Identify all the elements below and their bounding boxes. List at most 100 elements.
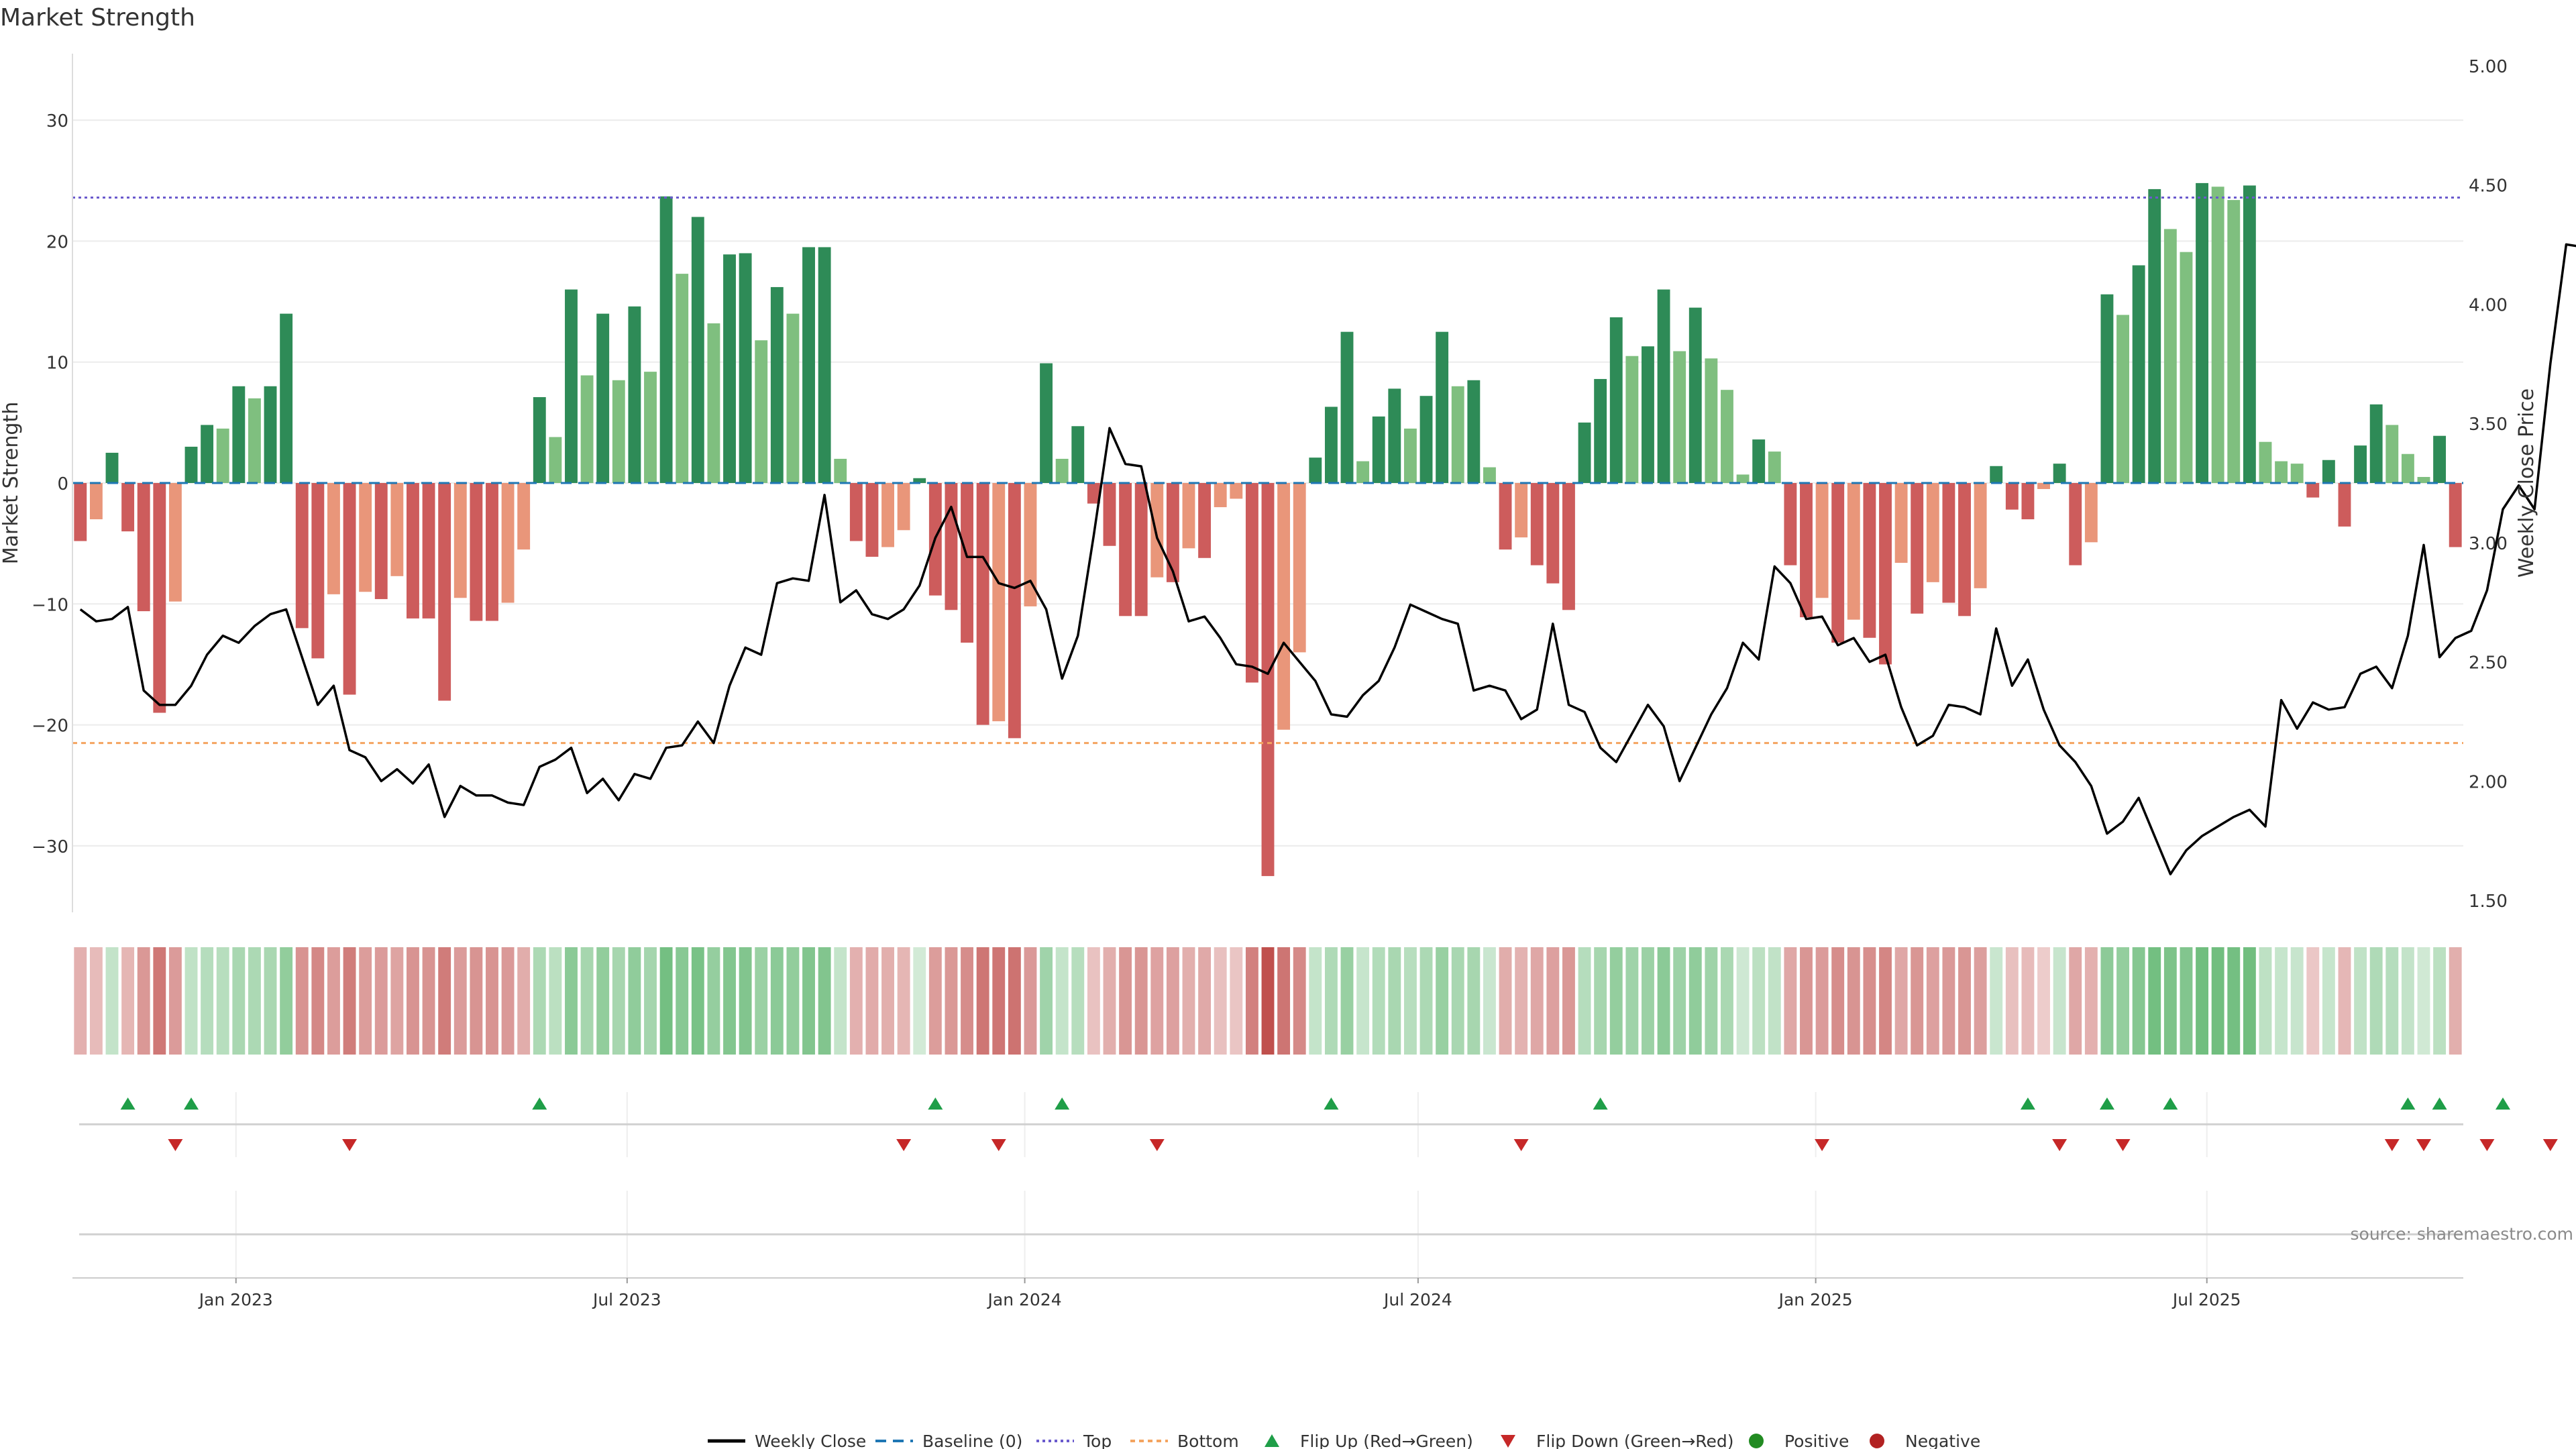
heat-cell (1150, 947, 1164, 1055)
heat-cell (849, 947, 863, 1055)
heat-cell (818, 947, 831, 1055)
heat-cell (2116, 947, 2129, 1055)
heat-cell (1388, 947, 1401, 1055)
heat-cell (2290, 947, 2304, 1055)
heat-cell (755, 947, 768, 1055)
strength-bar (2243, 185, 2256, 483)
heat-cell (2163, 947, 2177, 1055)
strength-bar (2354, 445, 2367, 483)
strength-bar (2306, 483, 2320, 498)
heat-cell (1293, 947, 1306, 1055)
y-tick-label: −30 (32, 837, 68, 857)
heat-cell (2037, 947, 2050, 1055)
strength-bar (1768, 451, 1781, 483)
heat-cell (928, 947, 942, 1055)
heat-cell (897, 947, 910, 1055)
strength-bar (2053, 464, 2066, 483)
heat-cell (184, 947, 198, 1055)
strength-bar (2338, 483, 2351, 527)
heat-cell (1894, 947, 1908, 1055)
heat-cell (438, 947, 451, 1055)
strength-bar (1831, 483, 1845, 643)
strength-bar (137, 483, 150, 612)
heat-cell (1594, 947, 1607, 1055)
strength-bar (1673, 351, 1686, 483)
strength-bar (1150, 483, 1164, 578)
strength-bar (628, 306, 641, 483)
strength-bar (1261, 483, 1275, 876)
heat-cell (1040, 947, 1053, 1055)
strength-bar (549, 437, 562, 483)
strength-bar (2132, 265, 2145, 483)
strength-bar (2037, 483, 2050, 490)
heat-cell (881, 947, 894, 1055)
strength-bar (786, 313, 800, 483)
flip-up-marker (2400, 1097, 2416, 1110)
heat-cell (2180, 947, 2193, 1055)
strength-bar (1515, 483, 1528, 538)
strength-bar (1879, 483, 1892, 665)
strength-bar (2401, 453, 2414, 483)
strength-bar (1403, 428, 1417, 483)
heat-cell (1245, 947, 1258, 1055)
legend-swatch (1870, 1434, 1884, 1448)
heat-cell (976, 947, 989, 1055)
flip-up-marker (2099, 1097, 2114, 1110)
strength-bar (1198, 483, 1212, 558)
strength-bar (1800, 483, 1813, 618)
heat-cell (707, 947, 720, 1055)
heat-cell (1863, 947, 1876, 1055)
strength-bar (1467, 380, 1481, 483)
heat-cell (676, 947, 689, 1055)
flip-down-marker (2384, 1139, 2400, 1151)
strength-bar (2148, 189, 2161, 483)
heat-cell (1008, 947, 1021, 1055)
heat-cell (1530, 947, 1544, 1055)
heat-cell (1609, 947, 1623, 1055)
heat-cell (1499, 947, 1512, 1055)
heat-cell (1911, 947, 1924, 1055)
strength-bar (1894, 483, 1908, 563)
strength-bar (374, 483, 388, 600)
heat-cell (1483, 947, 1496, 1055)
weekly-close-line (79, 243, 2576, 875)
strength-bar (295, 483, 309, 629)
heat-cell (374, 947, 388, 1055)
heat-cell (1467, 947, 1481, 1055)
heat-cell (390, 947, 404, 1055)
heat-cell (1784, 947, 1797, 1055)
y2-tick-label: 3.00 (2469, 534, 2508, 554)
heat-cell (501, 947, 515, 1055)
strength-bar (2417, 476, 2430, 483)
x-tick-label: Jul 2025 (2171, 1290, 2241, 1309)
strength-bar (2275, 461, 2288, 483)
heat-cell (232, 947, 246, 1055)
y2-tick-label: 2.00 (2469, 772, 2508, 792)
heat-cell (612, 947, 625, 1055)
strength-bar (517, 483, 531, 550)
flip-down-marker (2115, 1139, 2131, 1151)
strength-bar (1736, 474, 1750, 483)
legend-label: Positive (1784, 1432, 1849, 1449)
legend-label: Negative (1905, 1432, 1980, 1449)
strength-bar (1024, 483, 1037, 606)
flip-down-marker (1815, 1139, 1830, 1151)
y-axis-label: Market Strength (0, 402, 23, 564)
heat-cell (1261, 947, 1275, 1055)
heat-cell (596, 947, 610, 1055)
heat-cell (2132, 947, 2145, 1055)
strength-bar (1008, 483, 1021, 739)
flip-up-marker (1055, 1097, 1070, 1110)
heat-cell (1515, 947, 1528, 1055)
strength-bar (2369, 404, 2383, 483)
x-tick-label: Jan 2023 (198, 1290, 273, 1309)
heat-cell (2306, 947, 2320, 1055)
strength-bar (1419, 396, 1433, 483)
heat-cell (1103, 947, 1116, 1055)
flip-down-marker (2052, 1139, 2068, 1151)
strength-bar (1293, 483, 1306, 653)
x-tick-label: Jan 2024 (987, 1290, 1062, 1309)
flip-down-marker (991, 1139, 1006, 1151)
strength-bar (2069, 483, 2082, 566)
heat-cell (1324, 947, 1338, 1055)
